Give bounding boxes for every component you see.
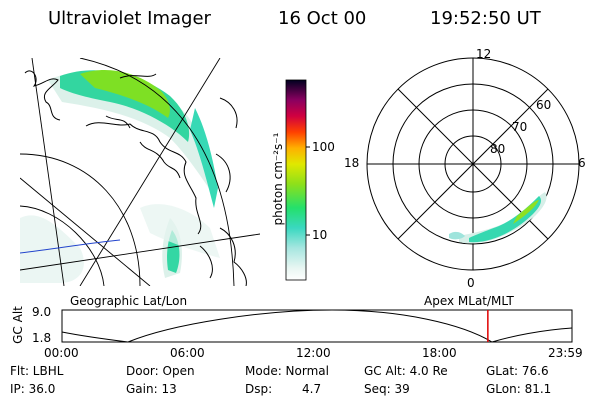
geographic-panel-title: Geographic Lat/Lon <box>70 294 188 308</box>
mlt-label-0: 0 <box>467 276 475 290</box>
mlt-label-12: 12 <box>476 47 492 61</box>
gc-alt-info: GC Alt: 4.0 Re <box>364 364 448 378</box>
date-label: 16 Oct 00 <box>278 8 367 29</box>
altitude-xtick-0000: 00:00 <box>44 346 79 360</box>
filter-info: Flt: LBHL <box>10 364 64 378</box>
instrument-title: Ultraviolet Imager <box>48 8 211 29</box>
mlt-label-18: 18 <box>344 156 360 170</box>
colorbar-tick-10: 10 <box>312 228 328 242</box>
polar-plot <box>366 57 580 271</box>
ip-info: IP: 36.0 <box>10 382 56 396</box>
dsp-label: Dsp: <box>245 382 273 396</box>
apex-panel-title: Apex MLat/MLT <box>424 294 514 308</box>
mlat-label-70: 70 <box>512 120 528 134</box>
altitude-ytick-9: 9.0 <box>32 305 52 319</box>
altitude-ytick-1-8: 1.8 <box>32 331 52 345</box>
altitude-curve <box>61 309 573 343</box>
aurora-emission-geographic <box>20 69 220 283</box>
door-info: Door: Open <box>126 364 195 378</box>
mlat-label-80: 80 <box>490 142 506 156</box>
aurora-emission-polar <box>449 192 547 244</box>
mode-info: Mode: Normal <box>245 364 329 378</box>
geographic-map <box>20 58 260 286</box>
dsp-value: 4.7 <box>302 382 322 396</box>
time-label: 19:52:50 UT <box>430 8 541 29</box>
terminator-line <box>20 239 121 254</box>
colorbar-tick-100: 100 <box>312 140 335 154</box>
glon-info: GLon: 81.1 <box>486 382 552 396</box>
seq-info: Seq: 39 <box>364 382 410 396</box>
altitude-xtick-1800: 18:00 <box>422 346 457 360</box>
coastlines <box>24 70 247 286</box>
glat-info: GLat: 76.6 <box>486 364 549 378</box>
colorbar <box>285 79 310 281</box>
colorbar-unit-label: photon cm⁻²s⁻¹ <box>271 132 285 226</box>
altitude-xtick-0600: 06:00 <box>170 346 205 360</box>
mlt-label-6: 6 <box>578 156 586 170</box>
altitude-xtick-2359: 23:59 <box>548 346 583 360</box>
altitude-xtick-1200: 12:00 <box>296 346 331 360</box>
mlat-label-60: 60 <box>536 98 552 112</box>
altitude-plot <box>61 309 573 343</box>
altitude-plot-ylabel: GC Alt <box>11 306 25 344</box>
gain-info: Gain: 13 <box>126 382 177 396</box>
